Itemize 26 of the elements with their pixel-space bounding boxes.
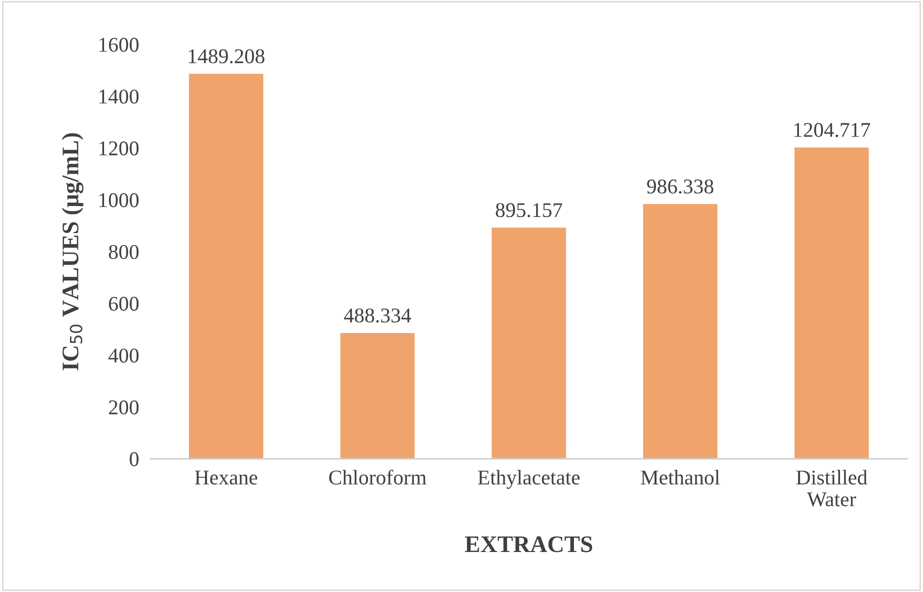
y-axis-title: IC$_{50}$ VALUES (µg/mL) <box>62 133 84 370</box>
bar <box>642 202 719 459</box>
y-tick-label: 200 <box>109 400 139 414</box>
bar <box>338 332 416 459</box>
x-tick-label: Distilled Water <box>796 470 868 506</box>
data-label: 1204.717 <box>794 122 870 138</box>
y-tick-label: 1600 <box>100 38 139 52</box>
y-tick-label: 1000 <box>100 193 139 208</box>
y-tick-label: 1200 <box>100 141 139 156</box>
y-tick-label: 1400 <box>100 90 139 104</box>
y-tick-label: 800 <box>108 244 139 260</box>
y-tick-label: 600 <box>108 296 139 311</box>
data-label: 488.334 <box>344 308 412 323</box>
data-label: 895.157 <box>496 203 562 218</box>
x-tick-label: Hexane <box>194 470 258 485</box>
x-tick-label: Methanol <box>640 470 720 485</box>
y-tick-label: 0 <box>130 452 139 466</box>
bar <box>188 72 265 459</box>
y-tick-label: 400 <box>108 348 139 363</box>
x-axis-title: EXTRACTS <box>464 536 592 552</box>
data-label: 1489.208 <box>188 49 264 64</box>
bar <box>793 146 870 459</box>
bar <box>490 226 568 459</box>
data-label: 986.338 <box>647 179 714 194</box>
x-tick-label: Ethylacetate <box>478 470 580 489</box>
x-tick-label: Chloroform <box>329 470 426 485</box>
